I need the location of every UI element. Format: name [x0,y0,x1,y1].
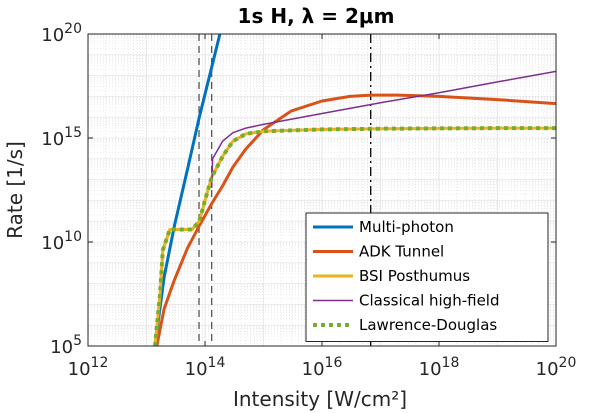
legend-entry-label: ADK Tunnel [359,243,444,261]
legend-entry-label: Multi-photon [359,218,454,236]
chart-title: 1s H, λ = 2μm [238,4,395,28]
x-tick-label: 1016 [302,355,343,380]
legend-entry-label: Classical high-field [359,292,500,310]
x-tick-label: 1012 [68,355,109,380]
series-line-lawrence-douglas [153,126,556,346]
y-tick-label: 1020 [41,21,82,46]
x-tick-label: 1014 [185,355,226,380]
legend: Multi-photon ADK Tunnel BSI Posthumus Class… [305,212,549,342]
series-line-adk-tunnel [155,93,556,346]
y-tick-label: 105 [50,333,82,358]
y-tick-label: 1010 [41,229,82,254]
x-tick-label: 1018 [419,355,460,380]
x-tick-label: 1020 [536,355,577,380]
x-axis-label: Intensity [W/cm²] [233,387,407,411]
series-line-multi-photon [153,34,222,346]
legend-entry-label: BSI Posthumus [359,267,470,285]
y-axis-label: Rate [1/s] [3,141,27,239]
series-line-classical-high-field [210,70,556,188]
series-group [153,34,556,346]
y-tick-label: 1015 [41,125,82,150]
legend-entry-label: Lawrence-Douglas [359,316,497,334]
